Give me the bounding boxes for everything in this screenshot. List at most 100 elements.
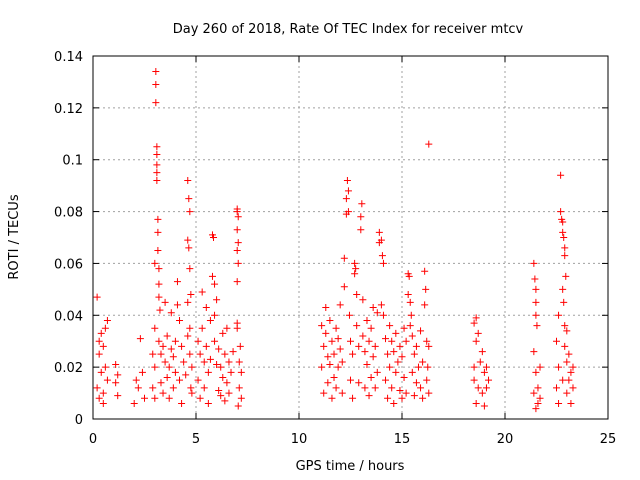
data-point	[470, 376, 478, 384]
data-point	[165, 363, 173, 371]
data-point	[402, 389, 410, 397]
y-tick-label: 0.12	[54, 102, 83, 117]
data-points	[93, 68, 577, 413]
data-point	[555, 363, 563, 371]
data-point	[103, 316, 111, 324]
data-point	[151, 324, 159, 332]
data-point	[367, 374, 375, 382]
data-point	[225, 389, 233, 397]
data-point	[342, 195, 350, 203]
data-point	[97, 329, 105, 337]
data-point	[371, 384, 379, 392]
data-point	[334, 363, 342, 371]
data-point	[185, 195, 193, 203]
data-point	[478, 389, 486, 397]
data-point	[352, 265, 360, 273]
data-point	[112, 379, 120, 387]
data-point	[406, 322, 414, 330]
data-point	[485, 376, 493, 384]
data-point	[478, 348, 486, 356]
chart-title: Day 260 of 2018, Rate Of TEC Index for r…	[173, 22, 524, 37]
data-point	[560, 298, 568, 306]
data-point	[359, 296, 367, 304]
data-point	[425, 342, 433, 350]
data-point	[153, 176, 161, 184]
data-point	[340, 283, 348, 291]
data-point	[482, 363, 490, 371]
data-point	[363, 361, 371, 369]
data-point	[223, 324, 231, 332]
data-point	[386, 363, 394, 371]
data-point	[557, 208, 565, 216]
data-point	[408, 332, 416, 340]
data-point	[379, 259, 387, 267]
data-point	[474, 384, 482, 392]
data-point	[336, 301, 344, 309]
data-point	[186, 265, 194, 273]
data-point	[217, 363, 225, 371]
data-point	[138, 368, 146, 376]
data-point	[151, 363, 159, 371]
data-point	[101, 324, 109, 332]
data-point	[157, 379, 165, 387]
data-point	[371, 342, 379, 350]
data-point	[532, 285, 540, 293]
data-point	[99, 342, 107, 350]
data-point	[134, 384, 142, 392]
data-point	[410, 392, 418, 400]
data-point	[559, 285, 567, 293]
data-point	[361, 348, 369, 356]
data-point	[474, 329, 482, 337]
data-point	[390, 399, 398, 407]
data-point	[353, 291, 361, 299]
data-point	[159, 342, 167, 350]
data-point	[185, 244, 193, 252]
data-point	[211, 280, 219, 288]
data-point	[330, 374, 338, 382]
y-tick-label: 0.14	[54, 50, 83, 65]
data-point	[322, 304, 330, 312]
data-point	[161, 298, 169, 306]
data-point	[233, 324, 241, 332]
data-point	[194, 376, 202, 384]
data-point	[561, 322, 569, 330]
data-point	[534, 384, 542, 392]
data-point	[188, 389, 196, 397]
data-point	[343, 176, 351, 184]
data-point	[130, 399, 138, 407]
data-point	[237, 368, 245, 376]
data-point	[163, 332, 171, 340]
data-point	[336, 345, 344, 353]
data-point	[155, 280, 163, 288]
data-point	[169, 384, 177, 392]
data-point	[553, 337, 560, 345]
data-point	[408, 368, 416, 376]
data-point	[234, 239, 242, 247]
data-point	[530, 348, 538, 356]
data-point	[186, 208, 194, 216]
data-point	[320, 389, 328, 397]
data-point	[154, 246, 162, 254]
data-point	[565, 350, 573, 358]
data-point	[377, 301, 385, 309]
data-point	[229, 348, 237, 356]
data-point	[318, 363, 326, 371]
data-point	[559, 218, 567, 226]
data-point	[202, 342, 210, 350]
data-point	[532, 311, 540, 319]
data-point	[559, 228, 567, 236]
data-point	[569, 363, 577, 371]
data-point	[221, 350, 229, 358]
data-point	[234, 259, 242, 267]
data-point	[417, 327, 425, 335]
data-point	[414, 363, 422, 371]
data-point	[200, 384, 208, 392]
y-tick-labels: 0 0.02 0.04 0.06 0.08 0.1 0.12 0.14	[54, 50, 83, 428]
data-point	[563, 389, 571, 397]
data-point	[200, 358, 208, 366]
data-point	[332, 384, 340, 392]
data-point	[176, 376, 184, 384]
data-point	[99, 399, 107, 407]
data-point	[233, 278, 241, 286]
data-point	[567, 399, 575, 407]
